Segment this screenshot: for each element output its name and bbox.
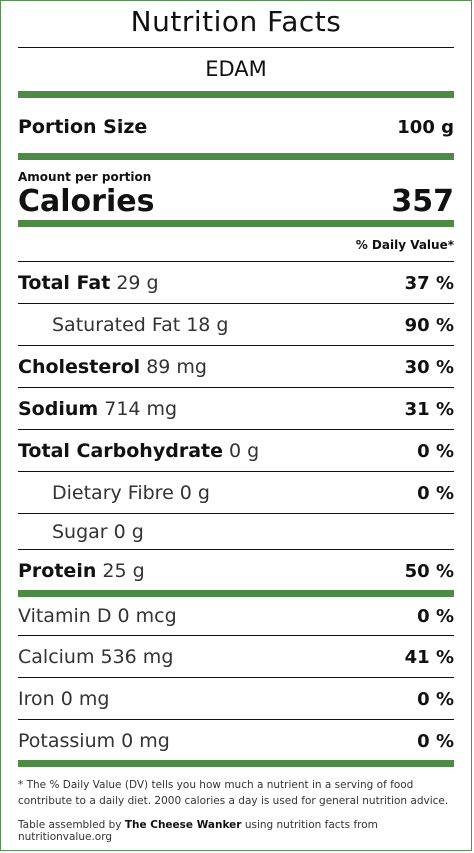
vitamin-name: Potassium 0 mg [18,730,170,752]
nutrient-name: Total Carbohydrate [18,440,223,462]
row-divider [18,471,454,472]
nutrient-name: Dietary Fibre 0 g [52,482,210,504]
row-divider [18,429,454,430]
nutrient-dv: 31 % [404,398,454,420]
nutrient-row-total-fat: Total Fat 29 g 37 % [18,263,454,303]
nutrient-name: Sugar 0 g [52,521,144,543]
portion-value: 100 g [397,116,454,138]
vitamin-row-calcium: Calcium 536 mg 41 % [18,637,454,677]
nutrient-dv: 90 % [404,314,454,336]
row-divider [18,549,454,550]
nutrient-row-sodium: Sodium 714 mg 31 % [18,389,454,429]
nutrient-amount: 89 mg [146,356,207,378]
credit-suffix: using nutrition facts from nutritionvalu… [18,819,378,843]
green-divider-3 [18,220,454,227]
nutrient-amount: 25 g [102,560,145,582]
amount-per-portion-row: Amount per portion [18,169,454,185]
nutrient-name: Total Fat [18,272,111,294]
vitamin-dv: 0 % [417,730,454,752]
green-divider-1 [18,91,454,98]
credit-author: The Cheese Wanker [124,819,242,831]
credit-line: Table assembled by The Cheese Wanker usi… [18,819,454,843]
vitamin-dv: 0 % [417,605,454,627]
nutrient-row-total-carbohydrate: Total Carbohydrate 0 g 0 % [18,431,454,471]
row-divider [18,345,454,346]
vitamin-row-potassium: Potassium 0 mg 0 % [18,721,454,761]
vitamin-name: Calcium 536 mg [18,646,174,668]
row-divider [18,387,454,388]
credit-prefix: Table assembled by [18,819,122,831]
nutrient-row-sugar: Sugar 0 g [18,515,454,549]
calories-row: Calories 357 [18,183,454,219]
row-divider [18,303,454,304]
row-divider [18,719,454,720]
portion-label: Portion Size [18,116,148,138]
nutrient-amount: 0 g [229,440,260,462]
daily-value-footnote: * The % Daily Value (DV) tells you how m… [18,779,449,807]
vitamin-dv: 0 % [417,688,454,710]
nutrient-name: Cholesterol [18,356,141,378]
portion-row: Portion Size 100 g [18,113,454,141]
calories-label: Calories [18,183,155,219]
vitamin-dv: 41 % [404,646,454,668]
title-divider [18,47,454,48]
nutrient-name: Saturated Fat 18 g [52,314,229,336]
vitamin-row-vitamin-d: Vitamin D 0 mcg 0 % [18,597,454,635]
row-divider [18,635,454,636]
nutrient-amount: 29 g [116,272,159,294]
calories-value: 357 [391,183,454,219]
nutrient-dv: 30 % [404,356,454,378]
green-divider-5 [18,760,454,767]
label-title: Nutrition Facts [130,5,342,38]
daily-value-header: % Daily Value* [355,238,454,252]
nutrient-row-protein: Protein 25 g 50 % [18,553,454,589]
food-name: EDAM [205,57,267,81]
row-divider [18,513,454,514]
nutrient-row-cholesterol: Cholesterol 89 mg 30 % [18,347,454,387]
green-divider-2 [18,153,454,160]
nutrient-name: Sodium [18,398,99,420]
nutrient-dv: 37 % [404,272,454,294]
nutrient-row-saturated-fat: Saturated Fat 18 g 90 % [18,305,454,345]
nutrient-dv: 0 % [417,482,454,504]
row-divider [18,677,454,678]
amount-per-portion-label: Amount per portion [18,170,152,184]
nutrient-dv: 0 % [417,440,454,462]
dv-divider [18,261,454,262]
nutrient-amount: 714 mg [104,398,178,420]
nutrient-dv: 50 % [404,560,454,582]
vitamin-name: Iron 0 mg [18,688,110,710]
vitamin-row-iron: Iron 0 mg 0 % [18,679,454,719]
nutrient-row-dietary-fibre: Dietary Fibre 0 g 0 % [18,473,454,513]
nutrient-name: Protein [18,560,97,582]
green-divider-4 [18,590,454,597]
vitamin-name: Vitamin D 0 mcg [18,605,177,627]
